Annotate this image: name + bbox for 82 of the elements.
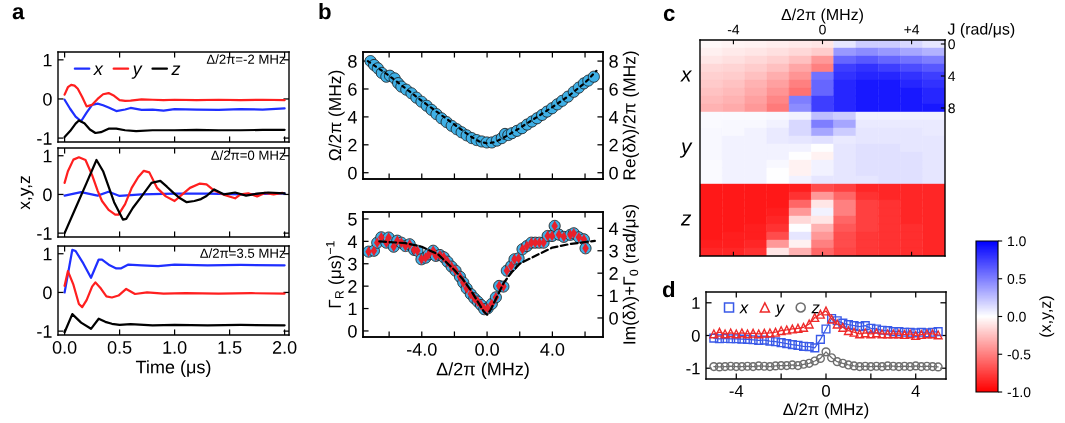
y2-tick-label: 2 xyxy=(609,138,618,152)
chart-title: d xyxy=(662,281,675,298)
y-tick-label: 0 xyxy=(691,329,700,342)
x-tick-label: 1.5 xyxy=(218,341,242,354)
y-tick-label: 8 xyxy=(348,55,357,68)
y2-tick-label: 4 xyxy=(608,111,619,124)
color-bar-label: 1.0 xyxy=(1008,236,1026,247)
chart-title: b xyxy=(319,3,331,20)
x-tick-label: -4.0 xyxy=(407,343,437,356)
annotation: Δ/2π=0 MHz xyxy=(211,150,285,160)
y-tick-label: 2 xyxy=(348,138,357,152)
y-axis-title: x,y,z xyxy=(20,176,34,210)
x-axis-title: Δ/2π (MHz) xyxy=(781,8,863,24)
y2-tick-label: 1 xyxy=(609,289,618,303)
y-tick-label: 0 xyxy=(348,166,357,180)
x-tick-label: 2.0 xyxy=(272,341,297,354)
y2-tick-label: 2 xyxy=(609,267,618,280)
y2-axis-title: Im(δλ)+Γ$_{0}$ (rad/μs) xyxy=(622,204,639,344)
y-axis-title: J (rad/μs) xyxy=(947,22,1015,38)
text: c xyxy=(663,8,675,21)
y-tick-label: 1 xyxy=(692,297,700,309)
y-tick-label: -1 xyxy=(37,132,52,145)
x-tick-label: 0 xyxy=(819,24,826,35)
y2-tick-label: z xyxy=(680,214,692,226)
y-tick-label: 4 xyxy=(347,111,357,124)
annotation: Δ/2π=-2 MHz xyxy=(206,54,285,64)
x-tick-label: -4 xyxy=(727,24,740,35)
y-axis-title: Ω/2π (MHz) xyxy=(328,70,345,161)
legend-label: z xyxy=(171,65,181,76)
y-tick-label: 4 xyxy=(948,71,956,82)
y2-tick-label: x xyxy=(680,70,693,82)
y-tick-label: 8 xyxy=(948,103,955,114)
color-bar-title: (x,y,z) xyxy=(1039,296,1055,337)
x-axis-title: Time (μs) xyxy=(135,360,211,377)
y-tick-label: 1 xyxy=(43,53,52,67)
x-tick-label: 4 xyxy=(911,385,920,397)
x-tick-label: +4 xyxy=(904,24,920,35)
y2-tick-label: 0 xyxy=(609,166,618,180)
x-tick-label: 0.5 xyxy=(107,341,132,354)
color-bar-label: -1.0 xyxy=(1007,387,1031,398)
x-axis-title: Δ/2π (MHz) xyxy=(436,362,529,379)
y2-tick-label: 6 xyxy=(609,82,618,96)
chart-title: a xyxy=(12,7,25,20)
x-tick-label: 0.0 xyxy=(52,341,77,354)
y-tick-label: 1 xyxy=(43,247,52,261)
y-tick-label: 3 xyxy=(348,257,357,271)
y2-tick-label: 8 xyxy=(609,55,618,68)
y-tick-label: 0 xyxy=(43,286,52,300)
y-tick-label: 0 xyxy=(948,39,955,50)
x-tick-label: 0.0 xyxy=(475,343,499,356)
y-tick-label: 2 xyxy=(348,280,357,293)
color-bar-label: -0.5 xyxy=(1007,349,1031,360)
x-tick-label: 0 xyxy=(822,385,830,397)
y2-tick-label: y xyxy=(679,142,693,158)
legend-label: y xyxy=(131,65,143,79)
legend-label: y xyxy=(774,304,785,317)
x-tick-label: 4.0 xyxy=(540,343,565,356)
y-tick-label: 4 xyxy=(347,235,357,248)
y-tick-label: -1 xyxy=(37,325,52,338)
y-tick-label: 0 xyxy=(348,324,357,338)
annotation: Δ/2π=3.5 MHz xyxy=(200,248,285,258)
x-tick-label: 1.0 xyxy=(163,341,187,354)
legend-label: z xyxy=(811,304,820,314)
y-tick-label: 5 xyxy=(348,213,357,226)
legend-label: x xyxy=(739,304,749,314)
y-tick-label: -1 xyxy=(37,227,52,240)
y2-tick-label: 4 xyxy=(608,222,619,235)
y2-axis-title: Re(δλ)/2π (MHz) xyxy=(622,51,639,180)
y-tick-label: 0 xyxy=(43,188,52,202)
y-tick-label: 0 xyxy=(43,92,52,106)
y-tick-label: -1 xyxy=(686,362,700,375)
y-tick-label: 1 xyxy=(348,302,357,316)
x-tick-label: -4 xyxy=(729,385,744,397)
y-axis-title: Γ$_{R}$ (μs)$^{−1}$ xyxy=(326,241,345,308)
x-axis-title: Δ/2π (MHz) xyxy=(783,402,869,419)
y2-tick-label: 0 xyxy=(609,311,618,325)
y2-tick-label: 3 xyxy=(609,244,618,258)
y-tick-label: 1 xyxy=(43,149,52,163)
legend-label: x xyxy=(93,65,104,76)
color-bar-label: 0.0 xyxy=(1007,311,1026,322)
color-bar-label: 0.5 xyxy=(1007,274,1026,284)
y-tick-label: 6 xyxy=(348,82,357,96)
